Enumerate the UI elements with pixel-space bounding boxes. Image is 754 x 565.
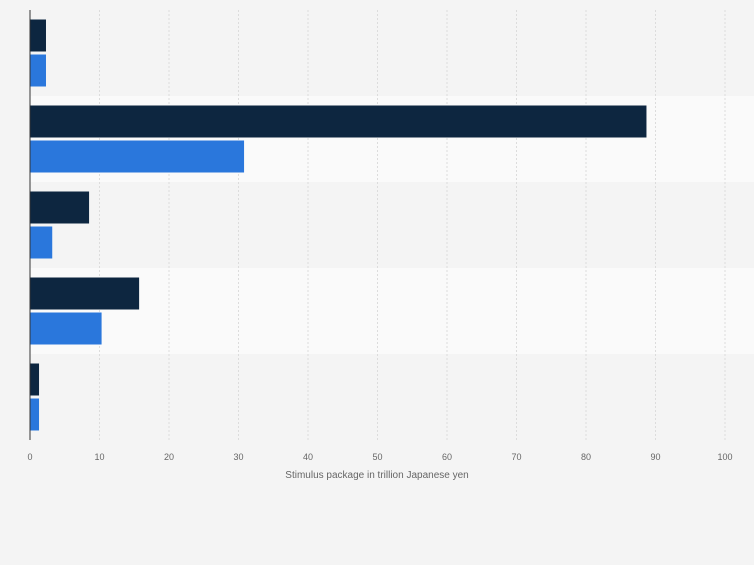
x-tick-label: 60 xyxy=(442,452,452,462)
category-band xyxy=(30,10,754,96)
bar-series-1[interactable] xyxy=(30,191,90,224)
category-band xyxy=(30,354,754,440)
x-tick-label: 0 xyxy=(27,452,32,462)
x-tick-label: 80 xyxy=(581,452,591,462)
category-band xyxy=(30,182,754,268)
bar-series-2[interactable] xyxy=(30,140,245,173)
bar-series-1[interactable] xyxy=(30,19,46,52)
bars-group xyxy=(30,19,647,431)
bar-series-1[interactable] xyxy=(30,277,140,310)
x-tick-label: 100 xyxy=(717,452,732,462)
category-band xyxy=(30,268,754,354)
x-tick-label: 90 xyxy=(650,452,660,462)
bar-series-1[interactable] xyxy=(30,105,647,138)
x-tick-label: 70 xyxy=(511,452,521,462)
x-tick-label: 30 xyxy=(233,452,243,462)
bar-series-2[interactable] xyxy=(30,226,53,259)
x-axis-label: Stimulus package in trillion Japanese ye… xyxy=(285,470,468,481)
bar-series-2[interactable] xyxy=(30,398,40,431)
bar-series-2[interactable] xyxy=(30,54,46,87)
x-tick-label: 40 xyxy=(303,452,313,462)
x-tick-label: 20 xyxy=(164,452,174,462)
x-tick-label: 50 xyxy=(372,452,382,462)
bar-series-2[interactable] xyxy=(30,312,102,345)
x-tick-labels: 0 10 20 30 40 50 60 70 80 90 100 xyxy=(27,452,732,462)
x-tick-label: 10 xyxy=(94,452,104,462)
bar-series-1[interactable] xyxy=(30,363,40,396)
category-bands xyxy=(30,10,754,440)
